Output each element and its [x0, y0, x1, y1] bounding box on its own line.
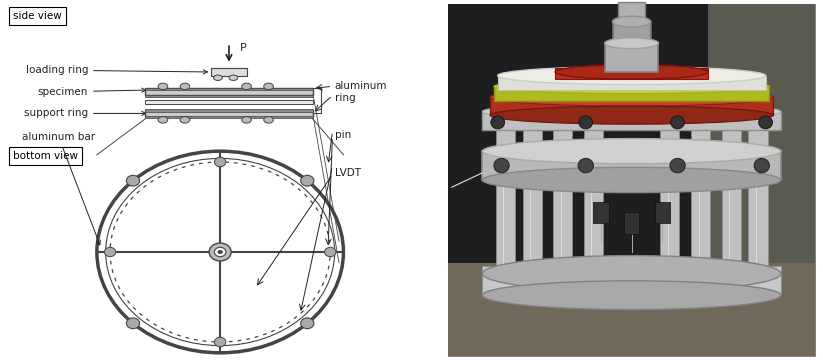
- Text: P: P: [240, 43, 247, 53]
- Circle shape: [670, 158, 686, 173]
- Text: support ring: support ring: [24, 108, 146, 118]
- FancyBboxPatch shape: [495, 122, 515, 155]
- Circle shape: [494, 158, 509, 173]
- Ellipse shape: [490, 88, 774, 106]
- FancyBboxPatch shape: [448, 4, 816, 356]
- Circle shape: [491, 116, 504, 129]
- Circle shape: [218, 250, 222, 254]
- FancyBboxPatch shape: [482, 112, 781, 130]
- FancyBboxPatch shape: [146, 100, 313, 104]
- FancyBboxPatch shape: [212, 68, 247, 76]
- Ellipse shape: [180, 83, 190, 90]
- Ellipse shape: [490, 106, 774, 124]
- Ellipse shape: [482, 167, 781, 193]
- FancyBboxPatch shape: [146, 109, 313, 112]
- Circle shape: [300, 175, 314, 186]
- Ellipse shape: [263, 83, 273, 90]
- FancyBboxPatch shape: [498, 76, 765, 90]
- FancyBboxPatch shape: [523, 122, 542, 155]
- Text: loading ring: loading ring: [26, 65, 207, 75]
- FancyBboxPatch shape: [495, 173, 515, 274]
- Ellipse shape: [180, 117, 190, 123]
- Circle shape: [759, 116, 773, 129]
- Circle shape: [215, 337, 226, 347]
- FancyBboxPatch shape: [146, 88, 313, 90]
- FancyBboxPatch shape: [624, 212, 639, 234]
- Ellipse shape: [482, 103, 781, 121]
- FancyBboxPatch shape: [660, 173, 680, 274]
- FancyBboxPatch shape: [553, 122, 572, 155]
- FancyBboxPatch shape: [584, 122, 603, 155]
- FancyBboxPatch shape: [523, 173, 542, 274]
- Text: specimen: specimen: [38, 87, 146, 97]
- Circle shape: [215, 247, 226, 257]
- Circle shape: [324, 247, 336, 257]
- FancyBboxPatch shape: [618, 2, 645, 22]
- Ellipse shape: [158, 83, 168, 90]
- FancyBboxPatch shape: [482, 266, 781, 295]
- FancyBboxPatch shape: [584, 173, 603, 274]
- Ellipse shape: [158, 117, 168, 123]
- FancyBboxPatch shape: [553, 173, 572, 274]
- Circle shape: [300, 318, 314, 329]
- Ellipse shape: [555, 65, 708, 79]
- Circle shape: [579, 116, 593, 129]
- FancyBboxPatch shape: [146, 116, 313, 118]
- Ellipse shape: [494, 79, 770, 94]
- FancyBboxPatch shape: [691, 173, 710, 274]
- Ellipse shape: [482, 256, 781, 292]
- Text: aluminum
ring: aluminum ring: [335, 81, 387, 103]
- FancyBboxPatch shape: [660, 122, 680, 155]
- Circle shape: [127, 175, 140, 186]
- Text: bottom view: bottom view: [13, 151, 78, 161]
- Circle shape: [671, 116, 685, 129]
- Circle shape: [578, 158, 593, 173]
- FancyBboxPatch shape: [490, 97, 774, 115]
- FancyBboxPatch shape: [448, 4, 816, 356]
- FancyBboxPatch shape: [748, 122, 768, 155]
- Text: pin: pin: [335, 130, 351, 140]
- Text: side view: side view: [13, 11, 62, 21]
- FancyBboxPatch shape: [605, 43, 658, 72]
- Ellipse shape: [605, 38, 658, 49]
- Polygon shape: [708, 4, 816, 356]
- Ellipse shape: [498, 67, 765, 85]
- Circle shape: [754, 158, 770, 173]
- Circle shape: [105, 247, 116, 257]
- Ellipse shape: [482, 281, 781, 310]
- FancyBboxPatch shape: [654, 202, 670, 223]
- Ellipse shape: [242, 83, 251, 90]
- Ellipse shape: [242, 117, 251, 123]
- FancyBboxPatch shape: [593, 202, 609, 223]
- Ellipse shape: [612, 16, 651, 27]
- FancyBboxPatch shape: [482, 151, 781, 180]
- Ellipse shape: [263, 117, 273, 123]
- Circle shape: [215, 157, 226, 167]
- Ellipse shape: [482, 139, 781, 164]
- FancyBboxPatch shape: [722, 122, 741, 155]
- FancyBboxPatch shape: [748, 173, 768, 274]
- FancyBboxPatch shape: [612, 22, 651, 43]
- FancyBboxPatch shape: [555, 68, 708, 79]
- FancyBboxPatch shape: [494, 86, 770, 101]
- Circle shape: [209, 243, 231, 261]
- Text: aluminum bar: aluminum bar: [22, 132, 100, 245]
- FancyBboxPatch shape: [722, 173, 741, 274]
- FancyBboxPatch shape: [448, 263, 816, 356]
- Ellipse shape: [213, 75, 222, 80]
- FancyBboxPatch shape: [691, 122, 710, 155]
- Circle shape: [127, 318, 140, 329]
- Ellipse shape: [229, 75, 238, 80]
- FancyBboxPatch shape: [146, 110, 313, 117]
- FancyBboxPatch shape: [146, 95, 313, 97]
- FancyBboxPatch shape: [146, 88, 313, 95]
- Text: LVDT: LVDT: [335, 168, 360, 178]
